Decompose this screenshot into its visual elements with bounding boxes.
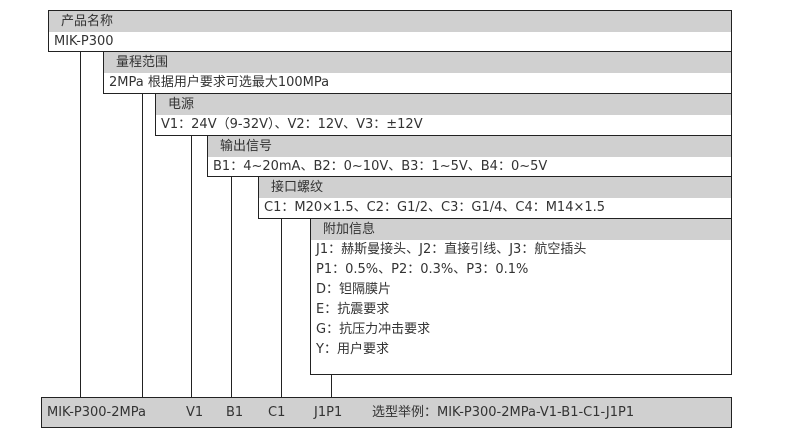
level-value: 2MPa 根据用户要求可选最大100MPa: [109, 75, 330, 90]
level-value: J1：赫斯曼接头、J2：直接引线、J3：航空插头: [316, 242, 587, 257]
level-value: D：钽隔膜片: [316, 282, 392, 297]
level-box-power: 电源 V1：24V（9-32V）、V2：12V、V3：±12V: [155, 93, 732, 136]
connector-line: [281, 219, 282, 397]
connector-line: [142, 94, 143, 397]
level-header: 产品名称: [49, 11, 731, 32]
connector-line: [80, 52, 81, 397]
level-box-thread: 接口螺纹 C1：M20×1.5、C2：G1/2、C3：G1/4、C4：M14×1…: [258, 176, 732, 219]
example-part: V1: [186, 405, 204, 420]
level-value: E：抗震要求: [316, 302, 390, 317]
example-label: 选型举例：MIK-P300-2MPa-V1-B1-C1-J1P1: [372, 405, 635, 420]
level-value: P1：0.5%、P2：0.3%、P3：0.1%: [316, 262, 529, 277]
level-box-range: 量程范围 2MPa 根据用户要求可选最大100MPa: [103, 51, 732, 94]
level-box-extra: 附加信息 J1：赫斯曼接头、J2：直接引线、J3：航空插头 P1：0.5%、P2…: [310, 218, 732, 375]
level-box-output: 输出信号 B1：4~20mA、B2：0~10V、B3：1~5V、B4：0~5V: [207, 135, 732, 177]
level-value: V1：24V（9-32V）、V2：12V、V3：±12V: [161, 117, 423, 132]
example-part: C1: [268, 405, 286, 420]
connector-line: [231, 177, 232, 397]
connector-line: [331, 375, 332, 397]
level-header: 输出信号: [208, 136, 731, 157]
example-part: J1P1: [314, 405, 343, 420]
example-part: B1: [226, 405, 244, 420]
level-header: 量程范围: [104, 52, 731, 73]
connector-line: [191, 136, 192, 397]
level-value: Y：用户要求: [316, 342, 389, 357]
level-box-product-name: 产品名称 MIK-P300: [48, 10, 732, 52]
level-value: C1：M20×1.5、C2：G1/2、C3：G1/4、C4：M14×1.5: [264, 200, 606, 215]
level-value: B1：4~20mA、B2：0~10V、B3：1~5V、B4：0~5V: [213, 159, 548, 174]
level-value: MIK-P300: [54, 34, 114, 49]
level-header: 附加信息: [311, 219, 731, 240]
level-value: G：抗压力冲击要求: [316, 322, 431, 337]
level-header: 电源: [156, 94, 731, 115]
selection-example-bar: MIK-P300-2MPa V1 B1 C1 J1P1 选型举例：MIK-P30…: [41, 397, 732, 428]
example-part: MIK-P300-2MPa: [47, 405, 146, 420]
level-header: 接口螺纹: [259, 177, 731, 198]
